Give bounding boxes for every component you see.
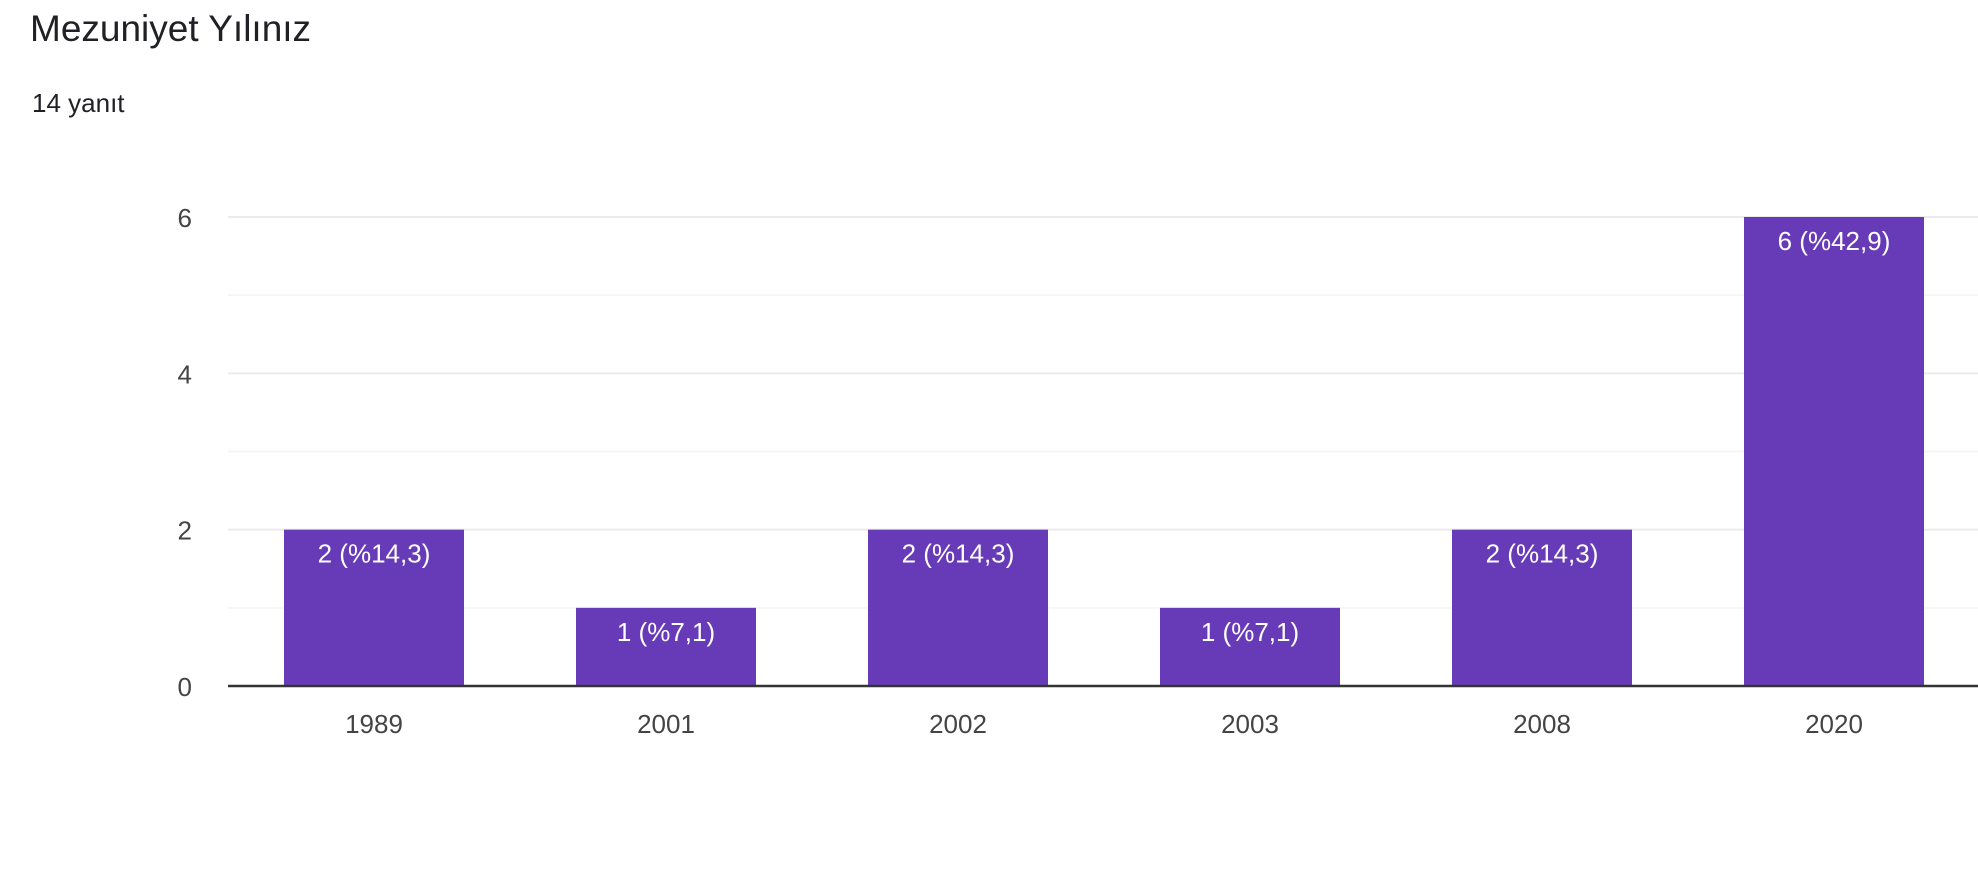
bar-data-label: 2 (%14,3) [318,539,431,569]
y-axis-ticks: 0 2 4 6 [178,203,192,702]
y-tick-label: 4 [178,359,192,389]
bar-2020 [1744,217,1924,686]
bar-data-label: 1 (%7,1) [1201,617,1299,647]
bar-data-label: 2 (%14,3) [1486,539,1599,569]
bar-2001 [576,607,756,686]
bar-data-label: 2 (%14,3) [902,539,1015,569]
question-title: Mezuniyet Yılınız [30,8,312,49]
x-tick-label: 2020 [1805,709,1863,739]
x-tick-label: 1989 [345,709,403,739]
x-tick-label: 2003 [1221,709,1279,739]
bar-data-label: 6 (%42,9) [1778,226,1891,256]
gridlines [228,216,1978,609]
bar-2003 [1160,607,1340,686]
response-count: 14 yanıt [32,88,125,118]
bar-1989 [284,529,464,686]
y-tick-label: 6 [178,203,192,233]
y-tick-label: 0 [178,672,192,702]
bar-data-labels: 2 (%14,3) 1 (%7,1) 2 (%14,3) 1 (%7,1) 2 (%14… [318,226,1891,647]
bar-data-label: 1 (%7,1) [617,617,715,647]
bars [284,217,1924,686]
bar-2008 [1452,529,1632,686]
x-tick-label: 2001 [637,709,695,739]
x-tick-label: 2002 [929,709,987,739]
x-tick-label: 2008 [1513,709,1571,739]
x-axis-ticks: 1989 2001 2002 2003 2008 2020 [345,709,1863,739]
y-tick-label: 2 [178,516,192,546]
bar-2002 [868,529,1048,686]
